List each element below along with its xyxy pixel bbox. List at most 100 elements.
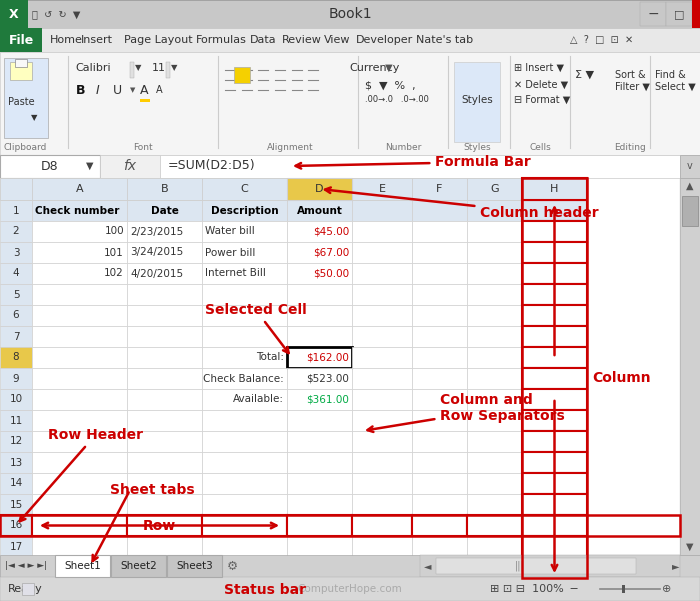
Bar — [352, 557, 412, 578]
Bar — [352, 242, 412, 263]
Text: Σ ▼: Σ ▼ — [575, 70, 594, 80]
Bar — [522, 178, 587, 578]
Text: 100: 100 — [104, 227, 124, 237]
Text: 3: 3 — [13, 248, 20, 257]
Text: ▼: ▼ — [135, 64, 141, 73]
Bar — [0, 494, 32, 515]
Text: ▼: ▼ — [686, 542, 694, 552]
Text: Formulas: Formulas — [196, 35, 246, 45]
Bar — [100, 155, 160, 178]
Text: ⊕: ⊕ — [662, 584, 671, 594]
Bar — [202, 326, 287, 347]
Bar — [412, 494, 467, 515]
Bar — [0, 28, 700, 52]
Bar — [287, 389, 352, 410]
Bar — [127, 557, 202, 578]
Bar — [287, 200, 352, 221]
Text: C: C — [241, 184, 248, 194]
Bar — [127, 494, 202, 515]
Bar — [467, 473, 522, 494]
Bar — [32, 410, 127, 431]
Text: Currency: Currency — [350, 63, 400, 73]
Bar — [467, 452, 522, 473]
Bar — [352, 263, 412, 284]
Bar — [454, 62, 500, 142]
Text: H: H — [550, 184, 559, 194]
Text: Column header: Column header — [325, 188, 598, 220]
Bar — [0, 452, 32, 473]
Bar — [467, 221, 522, 242]
Text: 1: 1 — [13, 206, 20, 216]
Bar — [127, 178, 202, 200]
Bar — [522, 536, 587, 557]
Text: X: X — [9, 7, 19, 20]
Text: ▲: ▲ — [686, 181, 694, 191]
Bar — [680, 155, 700, 178]
Bar — [467, 200, 522, 221]
Bar — [0, 0, 700, 28]
Bar — [412, 305, 467, 326]
Bar — [640, 2, 666, 26]
Bar — [522, 284, 587, 305]
Bar — [32, 263, 127, 284]
Bar — [0, 515, 32, 536]
Text: $50.00: $50.00 — [313, 269, 349, 278]
Bar — [412, 389, 467, 410]
Bar — [0, 284, 32, 305]
Bar — [202, 178, 287, 200]
Bar — [467, 389, 522, 410]
Text: Row Header: Row Header — [20, 428, 143, 521]
Text: Selected Cell: Selected Cell — [205, 303, 307, 353]
Bar — [287, 263, 352, 284]
Bar — [127, 221, 202, 242]
Bar — [522, 368, 587, 389]
Bar — [522, 515, 587, 536]
Bar — [202, 431, 287, 452]
Bar — [160, 155, 680, 178]
Text: .00→.0   .0→.00: .00→.0 .0→.00 — [365, 96, 429, 105]
Bar — [0, 242, 32, 263]
Bar — [0, 178, 587, 200]
Bar — [287, 410, 352, 431]
Bar — [287, 242, 352, 263]
Text: Data: Data — [250, 35, 276, 45]
Bar — [522, 452, 587, 473]
Bar — [202, 200, 287, 221]
Text: Sheet1: Sheet1 — [64, 561, 101, 571]
Bar — [32, 284, 127, 305]
Bar — [0, 200, 32, 221]
Bar — [127, 431, 202, 452]
Text: Home: Home — [50, 35, 83, 45]
Text: 2: 2 — [13, 227, 20, 237]
Text: ⚙: ⚙ — [227, 560, 238, 573]
Bar — [127, 242, 202, 263]
Text: 14: 14 — [9, 478, 22, 489]
Bar — [467, 242, 522, 263]
Text: 10: 10 — [9, 394, 22, 404]
Text: Column and
Row Separators: Column and Row Separators — [368, 393, 565, 432]
Bar — [287, 326, 352, 347]
Bar — [202, 515, 287, 536]
Text: Developer: Developer — [356, 35, 413, 45]
Text: Cells: Cells — [529, 144, 551, 153]
Bar — [352, 494, 412, 515]
Text: ⊟ Format ▼: ⊟ Format ▼ — [514, 95, 570, 105]
Text: Font: Font — [133, 144, 153, 153]
Text: B: B — [161, 184, 168, 194]
Bar — [32, 494, 127, 515]
Bar — [0, 577, 700, 601]
Text: Water bill: Water bill — [205, 227, 255, 237]
Bar — [202, 389, 287, 410]
Bar — [32, 221, 127, 242]
Bar — [127, 326, 202, 347]
Bar — [202, 452, 287, 473]
Text: ⊞ Insert ▼: ⊞ Insert ▼ — [514, 63, 564, 73]
Bar — [412, 347, 467, 368]
Text: 18: 18 — [9, 563, 22, 573]
Bar — [32, 305, 127, 326]
Text: Available:: Available: — [233, 394, 284, 404]
Bar — [287, 494, 352, 515]
Text: Check Balance:: Check Balance: — [203, 373, 284, 383]
Bar — [412, 263, 467, 284]
Bar — [15, 59, 27, 67]
